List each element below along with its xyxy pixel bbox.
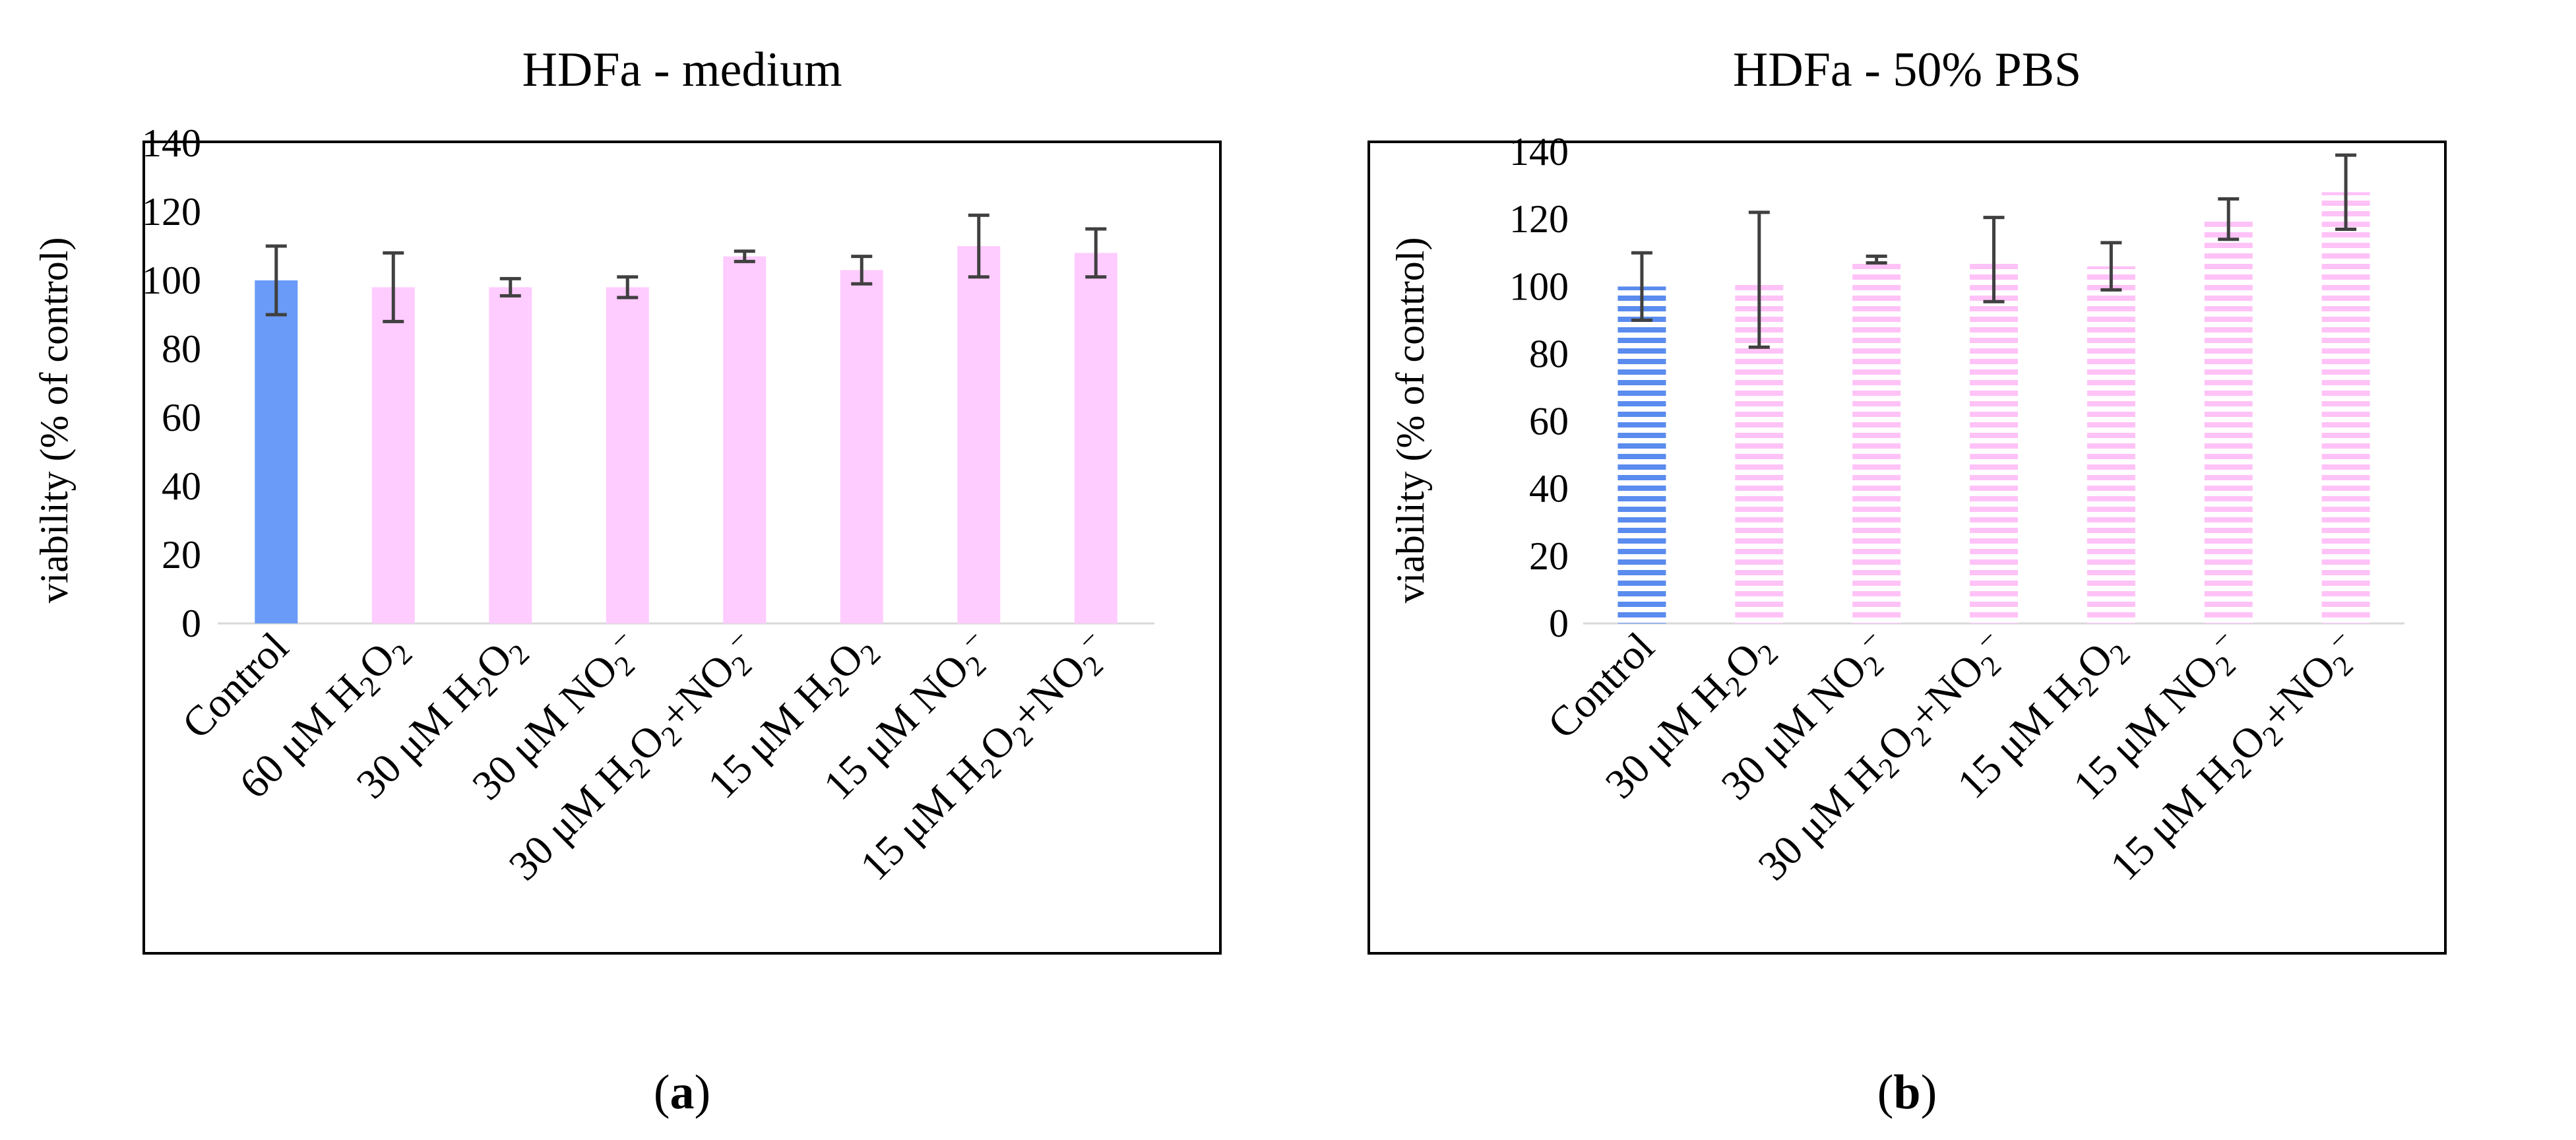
error-bar-a-4	[734, 249, 755, 263]
y-tick-label: 20	[1529, 534, 1569, 578]
bar-a-3	[606, 287, 649, 623]
bar-b-6	[2321, 192, 2370, 623]
panel-a-frame	[142, 141, 1222, 955]
bar-a-2	[489, 287, 532, 623]
panel-a-label: (a)	[654, 1065, 710, 1120]
panel-b-frame	[1367, 141, 2447, 955]
panel-b-ylabel: viability (% of control)	[1389, 238, 1432, 604]
y-tick-label: 60	[162, 396, 201, 439]
y-tick-label: 140	[1509, 130, 1569, 174]
y-tick-label: 80	[1529, 332, 1569, 375]
error-bar-a-6	[968, 213, 990, 279]
error-bar-b-6	[2335, 153, 2357, 231]
panel-b: HDFa - 50% PBS viability (% of control) …	[1367, 43, 2447, 1120]
panel-b-title: HDFa - 50% PBS	[1733, 43, 2081, 97]
y-tick-label: 40	[1529, 467, 1569, 511]
y-tick-label: 120	[142, 190, 201, 234]
bar-b-5	[2204, 219, 2253, 624]
error-bar-b-0	[1631, 251, 1652, 322]
y-tick-label: 60	[1529, 400, 1569, 443]
panel-a-title: HDFa - medium	[522, 43, 842, 97]
error-bar-a-5	[851, 255, 873, 286]
y-tick-label: 0	[1549, 602, 1569, 645]
bar-b-0	[1618, 286, 1666, 623]
panel-a: HDFa - medium viability (% of control) 0…	[32, 43, 1222, 1120]
panel-b-label: (b)	[1877, 1065, 1937, 1120]
error-bar-b-1	[1748, 210, 1770, 349]
error-bar-a-7	[1085, 227, 1107, 279]
error-bar-a-3	[617, 275, 639, 300]
error-bar-b-2	[1866, 254, 1887, 265]
bar-a-0	[255, 280, 298, 623]
y-tick-label: 100	[1509, 265, 1569, 308]
bar-a-5	[840, 270, 883, 623]
panel-a-ylabel: viability (% of control)	[32, 238, 76, 604]
y-tick-label: 140	[142, 121, 201, 165]
bar-a-7	[1074, 253, 1117, 623]
y-tick-label: 120	[1509, 197, 1569, 241]
y-tick-label: 20	[162, 533, 201, 577]
bar-b-2	[1852, 259, 1901, 623]
error-bar-a-0	[265, 244, 287, 317]
y-tick-label: 100	[142, 259, 201, 302]
error-bar-a-1	[383, 251, 404, 323]
y-tick-label: 0	[181, 602, 201, 645]
panel-a-label-letter: a	[670, 1065, 695, 1120]
error-bar-b-5	[2218, 197, 2240, 241]
bar-a-6	[957, 246, 1001, 623]
error-bar-b-4	[2100, 241, 2122, 292]
error-bar-b-3	[1983, 216, 2005, 303]
y-tick-label: 40	[162, 464, 201, 508]
y-tick-label: 80	[162, 327, 201, 371]
bar-a-1	[371, 287, 415, 623]
error-bar-a-2	[499, 276, 521, 298]
bar-a-4	[723, 256, 767, 624]
panel-b-label-letter: b	[1893, 1065, 1920, 1120]
bar-b-3	[1970, 259, 2018, 623]
bar-b-4	[2087, 266, 2135, 624]
